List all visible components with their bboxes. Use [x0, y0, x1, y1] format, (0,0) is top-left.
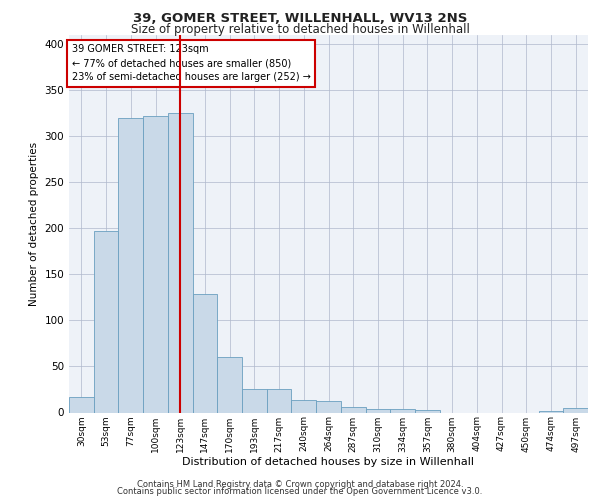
Text: 39, GOMER STREET, WILLENHALL, WV13 2NS: 39, GOMER STREET, WILLENHALL, WV13 2NS [133, 12, 467, 26]
Bar [242, 390, 267, 412]
Bar [415, 410, 440, 412]
Bar [94, 231, 118, 412]
Bar [168, 114, 193, 412]
Bar [267, 390, 292, 412]
X-axis label: Distribution of detached houses by size in Willenhall: Distribution of detached houses by size … [182, 457, 475, 467]
Y-axis label: Number of detached properties: Number of detached properties [29, 142, 39, 306]
Text: Size of property relative to detached houses in Willenhall: Size of property relative to detached ho… [131, 22, 469, 36]
Bar [118, 118, 143, 412]
Bar [217, 358, 242, 412]
Bar [365, 409, 390, 412]
Bar [341, 407, 365, 412]
Bar [316, 402, 341, 412]
Bar [539, 410, 563, 412]
Text: Contains HM Land Registry data © Crown copyright and database right 2024.: Contains HM Land Registry data © Crown c… [137, 480, 463, 489]
Bar [292, 400, 316, 412]
Text: 39 GOMER STREET: 123sqm
← 77% of detached houses are smaller (850)
23% of semi-d: 39 GOMER STREET: 123sqm ← 77% of detache… [71, 44, 310, 82]
Bar [193, 294, 217, 412]
Text: Contains public sector information licensed under the Open Government Licence v3: Contains public sector information licen… [118, 487, 482, 496]
Bar [143, 116, 168, 412]
Bar [563, 408, 588, 412]
Bar [69, 397, 94, 412]
Bar [390, 409, 415, 412]
